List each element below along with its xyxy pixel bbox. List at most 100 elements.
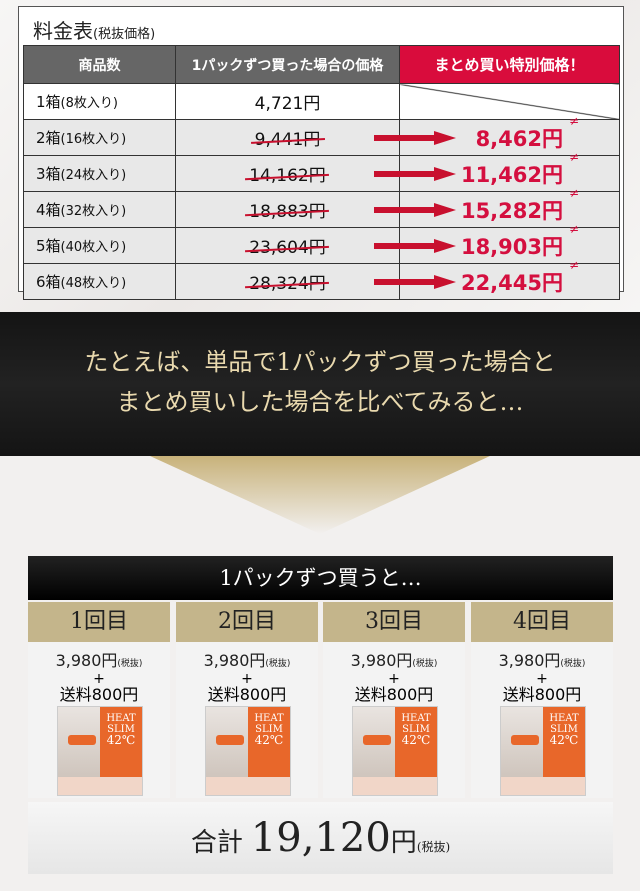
row-note: (8枚入り)	[60, 96, 118, 111]
table-row: 4箱(32枚入り) 18,883円 15,282円 ≠	[23, 186, 620, 228]
banner-line-1: たとえば、単品で1パックずつ買った場合と	[84, 348, 556, 376]
special-price-value: 15,282円	[460, 198, 563, 223]
total-label: 合計	[190, 828, 243, 858]
row-special-price: 11,462円 ≠	[374, 150, 620, 192]
special-price-value: 8,462円	[475, 126, 563, 151]
total-value: 19,120	[250, 815, 391, 861]
sparkle-icon: ≠	[568, 150, 579, 164]
row-name-text: 2箱	[36, 129, 61, 147]
row-special-price: 15,282円 ≠	[374, 186, 620, 228]
sparkle-icon: ≠	[568, 114, 579, 128]
product-line-2: SLIM	[255, 724, 283, 735]
plus-sign: +	[93, 671, 105, 687]
shipping-fee: 送料800円	[59, 685, 139, 704]
tax-note: (税抜)	[265, 659, 291, 669]
row-name-text: 1箱	[36, 93, 61, 111]
row-name: 2箱(16枚入り)	[23, 119, 176, 156]
sparkle-icon: ≠	[568, 186, 579, 200]
single-price-value: 4,721円	[254, 94, 321, 114]
table-row: 1箱(8枚入り) 4,721円	[23, 83, 620, 120]
title-text: 料金表	[33, 19, 93, 43]
row-single-price: 14,162円	[175, 155, 400, 192]
price-value: 3,980円	[203, 651, 266, 670]
product-line-3: 42℃	[401, 733, 431, 747]
row-note: (32枚入り)	[60, 204, 127, 219]
special-price-value: 22,445円	[460, 270, 563, 295]
total-unit: 円	[390, 828, 417, 858]
table-header-row: 商品数 1パックずつ買った場合の価格 まとめ買い特別価格！	[23, 45, 620, 84]
row-special-empty	[399, 83, 620, 120]
table-row: 5箱(40枚入り) 23,604円 18,903円 ≠	[23, 222, 620, 264]
struck-price: 14,162円	[249, 166, 326, 186]
product-line-1: HEAT	[106, 713, 136, 724]
column-price: 3,980円(税抜)	[176, 652, 318, 673]
product-line-1: HEAT	[549, 713, 579, 724]
row-note: (16枚入り)	[60, 132, 127, 147]
arrow-right-icon	[374, 275, 456, 289]
arrow-right-icon	[374, 239, 456, 253]
product-image: HEAT SLIM 42℃	[352, 706, 438, 796]
product-line-3: 42℃	[254, 733, 284, 747]
plus-sign: +	[241, 671, 253, 687]
product-line-3: 42℃	[549, 733, 579, 747]
struck-price: 9,441円	[254, 130, 321, 150]
row-name: 3箱(24枚入り)	[23, 155, 176, 192]
product-line-1: HEAT	[254, 713, 284, 724]
total-tax-note: (税抜)	[416, 840, 451, 854]
sparkle-icon: ≠	[568, 258, 579, 272]
price-table-title: 料金表(税抜価格)	[33, 15, 155, 44]
shipping-fee: 送料800円	[207, 685, 287, 704]
shipping-fee: 送料800円	[502, 685, 582, 704]
product-line-2: SLIM	[550, 724, 578, 735]
price-table: 商品数 1パックずつ買った場合の価格 まとめ買い特別価格！ 1箱(8枚入り) 4…	[23, 45, 620, 300]
product-line-2: SLIM	[402, 724, 430, 735]
tax-note: (税抜)	[117, 659, 143, 669]
column-price: 3,980円(税抜)	[323, 652, 465, 673]
row-name: 5箱(40枚入り)	[23, 227, 176, 264]
banner-line-2: まとめ買いした場合を比べてみると…	[116, 388, 524, 416]
price-value: 3,980円	[350, 651, 413, 670]
table-row: 2箱(16枚入り) 9,441円 8,462円 ≠	[23, 114, 620, 156]
price-value: 3,980円	[498, 651, 561, 670]
row-name-text: 3箱	[36, 165, 61, 183]
product-line-1: HEAT	[401, 713, 431, 724]
column-label: 4回目	[471, 602, 613, 642]
column-label: 2回目	[176, 602, 318, 642]
special-price-value: 18,903円	[460, 234, 563, 259]
row-note: (40枚入り)	[60, 240, 127, 255]
column-price: 3,980円(税抜)	[28, 652, 170, 673]
row-note: (24枚入り)	[60, 168, 127, 183]
down-chevron-icon	[150, 456, 490, 534]
banner-text: たとえば、単品で1パックずつ買った場合と まとめ買いした場合を比べてみると…	[0, 342, 640, 422]
purchase-column: 4回目 3,980円(税抜) + 送料800円 HEAT SLIM 42℃	[471, 602, 613, 798]
header-special: まとめ買い特別価格！	[399, 45, 620, 84]
struck-price: 18,883円	[249, 202, 326, 222]
row-single-price: 23,604円	[175, 227, 400, 264]
plus-sign: +	[536, 671, 548, 687]
title-note: (税抜価格)	[93, 27, 156, 42]
row-single-price: 9,441円	[175, 119, 400, 156]
row-name-text: 5箱	[36, 237, 61, 255]
row-name: 4箱(32枚入り)	[23, 191, 176, 228]
price-section: 料金表(税抜価格) 商品数 1パックずつ買った場合の価格 まとめ買い特別価格！ …	[0, 0, 640, 312]
product-image: HEAT SLIM 42℃	[500, 706, 586, 796]
purchase-column: 1回目 3,980円(税抜) + 送料800円 HEAT SLIM 42℃	[28, 602, 170, 798]
row-special-price: 8,462円 ≠	[374, 114, 620, 156]
section-heading: 1パックずつ買うと…	[28, 556, 613, 600]
row-name: 1箱(8枚入り)	[23, 83, 176, 120]
arrow-right-icon	[374, 131, 456, 145]
comparison-banner: たとえば、単品で1パックずつ買った場合と まとめ買いした場合を比べてみると…	[0, 312, 640, 456]
row-name-text: 6箱	[36, 273, 61, 291]
column-label: 1回目	[28, 602, 170, 642]
column-label: 3回目	[323, 602, 465, 642]
arrow-right-icon	[374, 167, 456, 181]
product-image: HEAT SLIM 42℃	[57, 706, 143, 796]
row-single-price: 4,721円	[175, 83, 400, 120]
product-line-3: 42℃	[106, 733, 136, 747]
plus-sign: +	[388, 671, 400, 687]
product-line-2: SLIM	[107, 724, 135, 735]
struck-price: 28,324円	[249, 274, 326, 294]
sparkle-icon: ≠	[568, 222, 579, 236]
row-special-price: 22,445円 ≠	[374, 258, 620, 300]
purchase-column: 3回目 3,980円(税抜) + 送料800円 HEAT SLIM 42℃	[323, 602, 465, 798]
